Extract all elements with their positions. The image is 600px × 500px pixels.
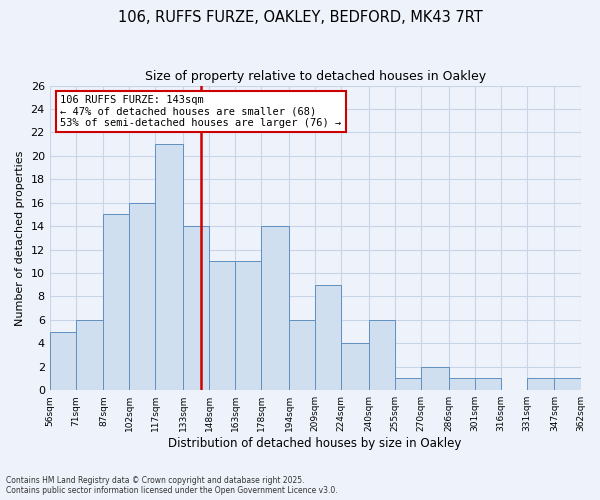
X-axis label: Distribution of detached houses by size in Oakley: Distribution of detached houses by size … [169, 437, 462, 450]
Bar [421, 367, 449, 390]
Bar [103, 214, 130, 390]
Bar [475, 378, 501, 390]
Bar [130, 202, 155, 390]
Bar [554, 378, 581, 390]
Text: 106 RUFFS FURZE: 143sqm
← 47% of detached houses are smaller (68)
53% of semi-de: 106 RUFFS FURZE: 143sqm ← 47% of detache… [60, 94, 341, 128]
Bar [183, 226, 209, 390]
Bar [50, 332, 76, 390]
Bar [289, 320, 315, 390]
Title: Size of property relative to detached houses in Oakley: Size of property relative to detached ho… [145, 70, 485, 83]
Text: Contains HM Land Registry data © Crown copyright and database right 2025.
Contai: Contains HM Land Registry data © Crown c… [6, 476, 338, 495]
Bar [235, 262, 262, 390]
Bar [395, 378, 421, 390]
Bar [262, 226, 289, 390]
Bar [449, 378, 475, 390]
Bar [155, 144, 183, 390]
Bar [209, 262, 235, 390]
Bar [369, 320, 395, 390]
Y-axis label: Number of detached properties: Number of detached properties [15, 150, 25, 326]
Bar [527, 378, 554, 390]
Bar [76, 320, 103, 390]
Bar [315, 285, 341, 390]
Bar [341, 344, 369, 390]
Text: 106, RUFFS FURZE, OAKLEY, BEDFORD, MK43 7RT: 106, RUFFS FURZE, OAKLEY, BEDFORD, MK43 … [118, 10, 482, 25]
